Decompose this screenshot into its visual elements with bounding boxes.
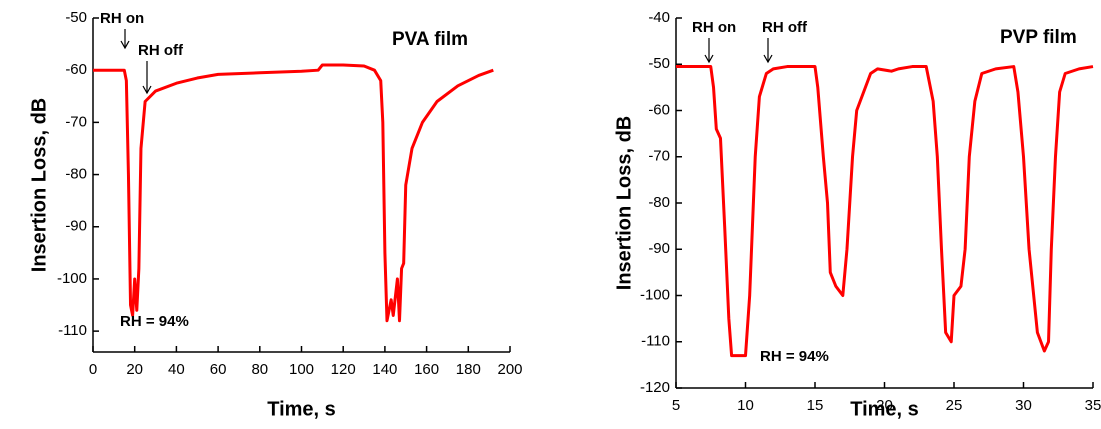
x-axis-label: Time, s bbox=[850, 398, 919, 420]
x-tick-label: 25 bbox=[946, 397, 963, 414]
annotation: PVP film bbox=[1000, 27, 1077, 48]
y-tick-label: -80 bbox=[648, 194, 670, 211]
y-tick-label: -90 bbox=[65, 218, 87, 235]
y-tick-label: -100 bbox=[57, 270, 87, 287]
y-tick-label: -120 bbox=[640, 379, 670, 396]
y-axis-label: Insertion Loss, dB bbox=[613, 116, 635, 290]
x-tick-label: 120 bbox=[331, 361, 356, 378]
x-tick-label: 180 bbox=[456, 361, 481, 378]
y-tick-label: -60 bbox=[65, 61, 87, 78]
y-tick-label: -50 bbox=[648, 55, 670, 72]
x-tick-label: 140 bbox=[372, 361, 397, 378]
annotation: RH off bbox=[762, 19, 808, 36]
x-tick-label: 100 bbox=[289, 361, 314, 378]
x-tick-label: 20 bbox=[126, 361, 143, 378]
x-tick-label: 60 bbox=[210, 361, 227, 378]
x-tick-label: 10 bbox=[737, 397, 754, 414]
annotation: RH on bbox=[692, 19, 736, 36]
x-tick-label: 15 bbox=[807, 397, 824, 414]
y-tick-label: -110 bbox=[641, 333, 670, 350]
data-line bbox=[93, 63, 494, 323]
y-tick-label: -50 bbox=[65, 9, 87, 26]
y-axis-label: Insertion Loss, dB bbox=[28, 98, 50, 272]
x-tick-label: 0 bbox=[89, 361, 97, 378]
arrow-head bbox=[704, 54, 714, 64]
annotation: RH on bbox=[100, 10, 144, 27]
y-tick-label: -90 bbox=[648, 240, 670, 257]
y-tick-label: -110 bbox=[58, 322, 87, 339]
annotation: PVA film bbox=[392, 29, 468, 50]
x-tick-label: 80 bbox=[251, 361, 268, 378]
x-tick-label: 5 bbox=[672, 397, 680, 414]
y-tick-label: -70 bbox=[648, 148, 670, 165]
x-tick-label: 200 bbox=[497, 361, 522, 378]
y-tick-label: -80 bbox=[65, 166, 87, 183]
y-tick-label: -40 bbox=[648, 9, 670, 26]
arrow-head bbox=[142, 85, 152, 95]
x-tick-label: 160 bbox=[414, 361, 439, 378]
data-line bbox=[676, 65, 1094, 358]
x-tick-label: 20 bbox=[876, 397, 893, 414]
x-tick-label: 30 bbox=[1015, 397, 1032, 414]
annotation: RH = 94% bbox=[120, 313, 189, 330]
x-tick-label: 35 bbox=[1085, 397, 1101, 414]
annotation: RH off bbox=[138, 42, 184, 59]
y-tick-label: -60 bbox=[648, 101, 670, 118]
x-axis-label: Time, s bbox=[267, 398, 336, 420]
y-tick-label: -100 bbox=[640, 286, 670, 303]
y-tick-label: -70 bbox=[65, 113, 87, 130]
x-tick-label: 40 bbox=[168, 361, 185, 378]
arrow-head bbox=[763, 54, 773, 64]
arrow-head bbox=[120, 40, 130, 50]
annotation: RH = 94% bbox=[760, 348, 829, 365]
